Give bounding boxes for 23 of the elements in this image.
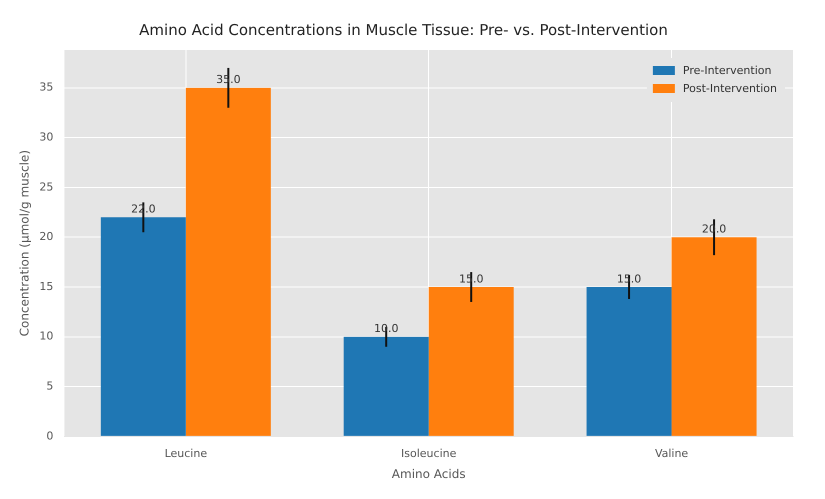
y-tick-label: 20 — [39, 230, 54, 244]
bar — [100, 217, 186, 436]
chart-title: Amino Acid Concentrations in Muscle Tissue: Pre- vs. Post-Intervention — [139, 20, 668, 39]
x-tick-label: Isoleucine — [401, 446, 457, 460]
bar — [186, 88, 271, 436]
y-axis-title: Concentration (µmol/g muscle) — [17, 150, 32, 336]
y-tick-label: 0 — [46, 429, 54, 442]
y-tick-label: 10 — [39, 330, 54, 343]
bar — [344, 336, 429, 436]
y-tick-label: 30 — [39, 130, 54, 144]
y-tick-label: 15 — [39, 280, 54, 293]
x-tick-label: Leucine — [164, 446, 208, 460]
x-axis-title: Amino Acids — [392, 466, 466, 481]
data-label: 10.0 — [374, 322, 398, 336]
legend-label: Post-Intervention — [682, 82, 778, 95]
legend-label: Pre-Intervention — [682, 64, 772, 77]
x-tick-label: Valine — [654, 446, 688, 460]
bar — [672, 237, 757, 436]
bar — [586, 287, 672, 436]
bar — [428, 287, 514, 436]
y-tick-label: 35 — [39, 80, 54, 94]
y-tick-label: 5 — [46, 379, 54, 392]
y-tick-label: 25 — [39, 180, 54, 194]
